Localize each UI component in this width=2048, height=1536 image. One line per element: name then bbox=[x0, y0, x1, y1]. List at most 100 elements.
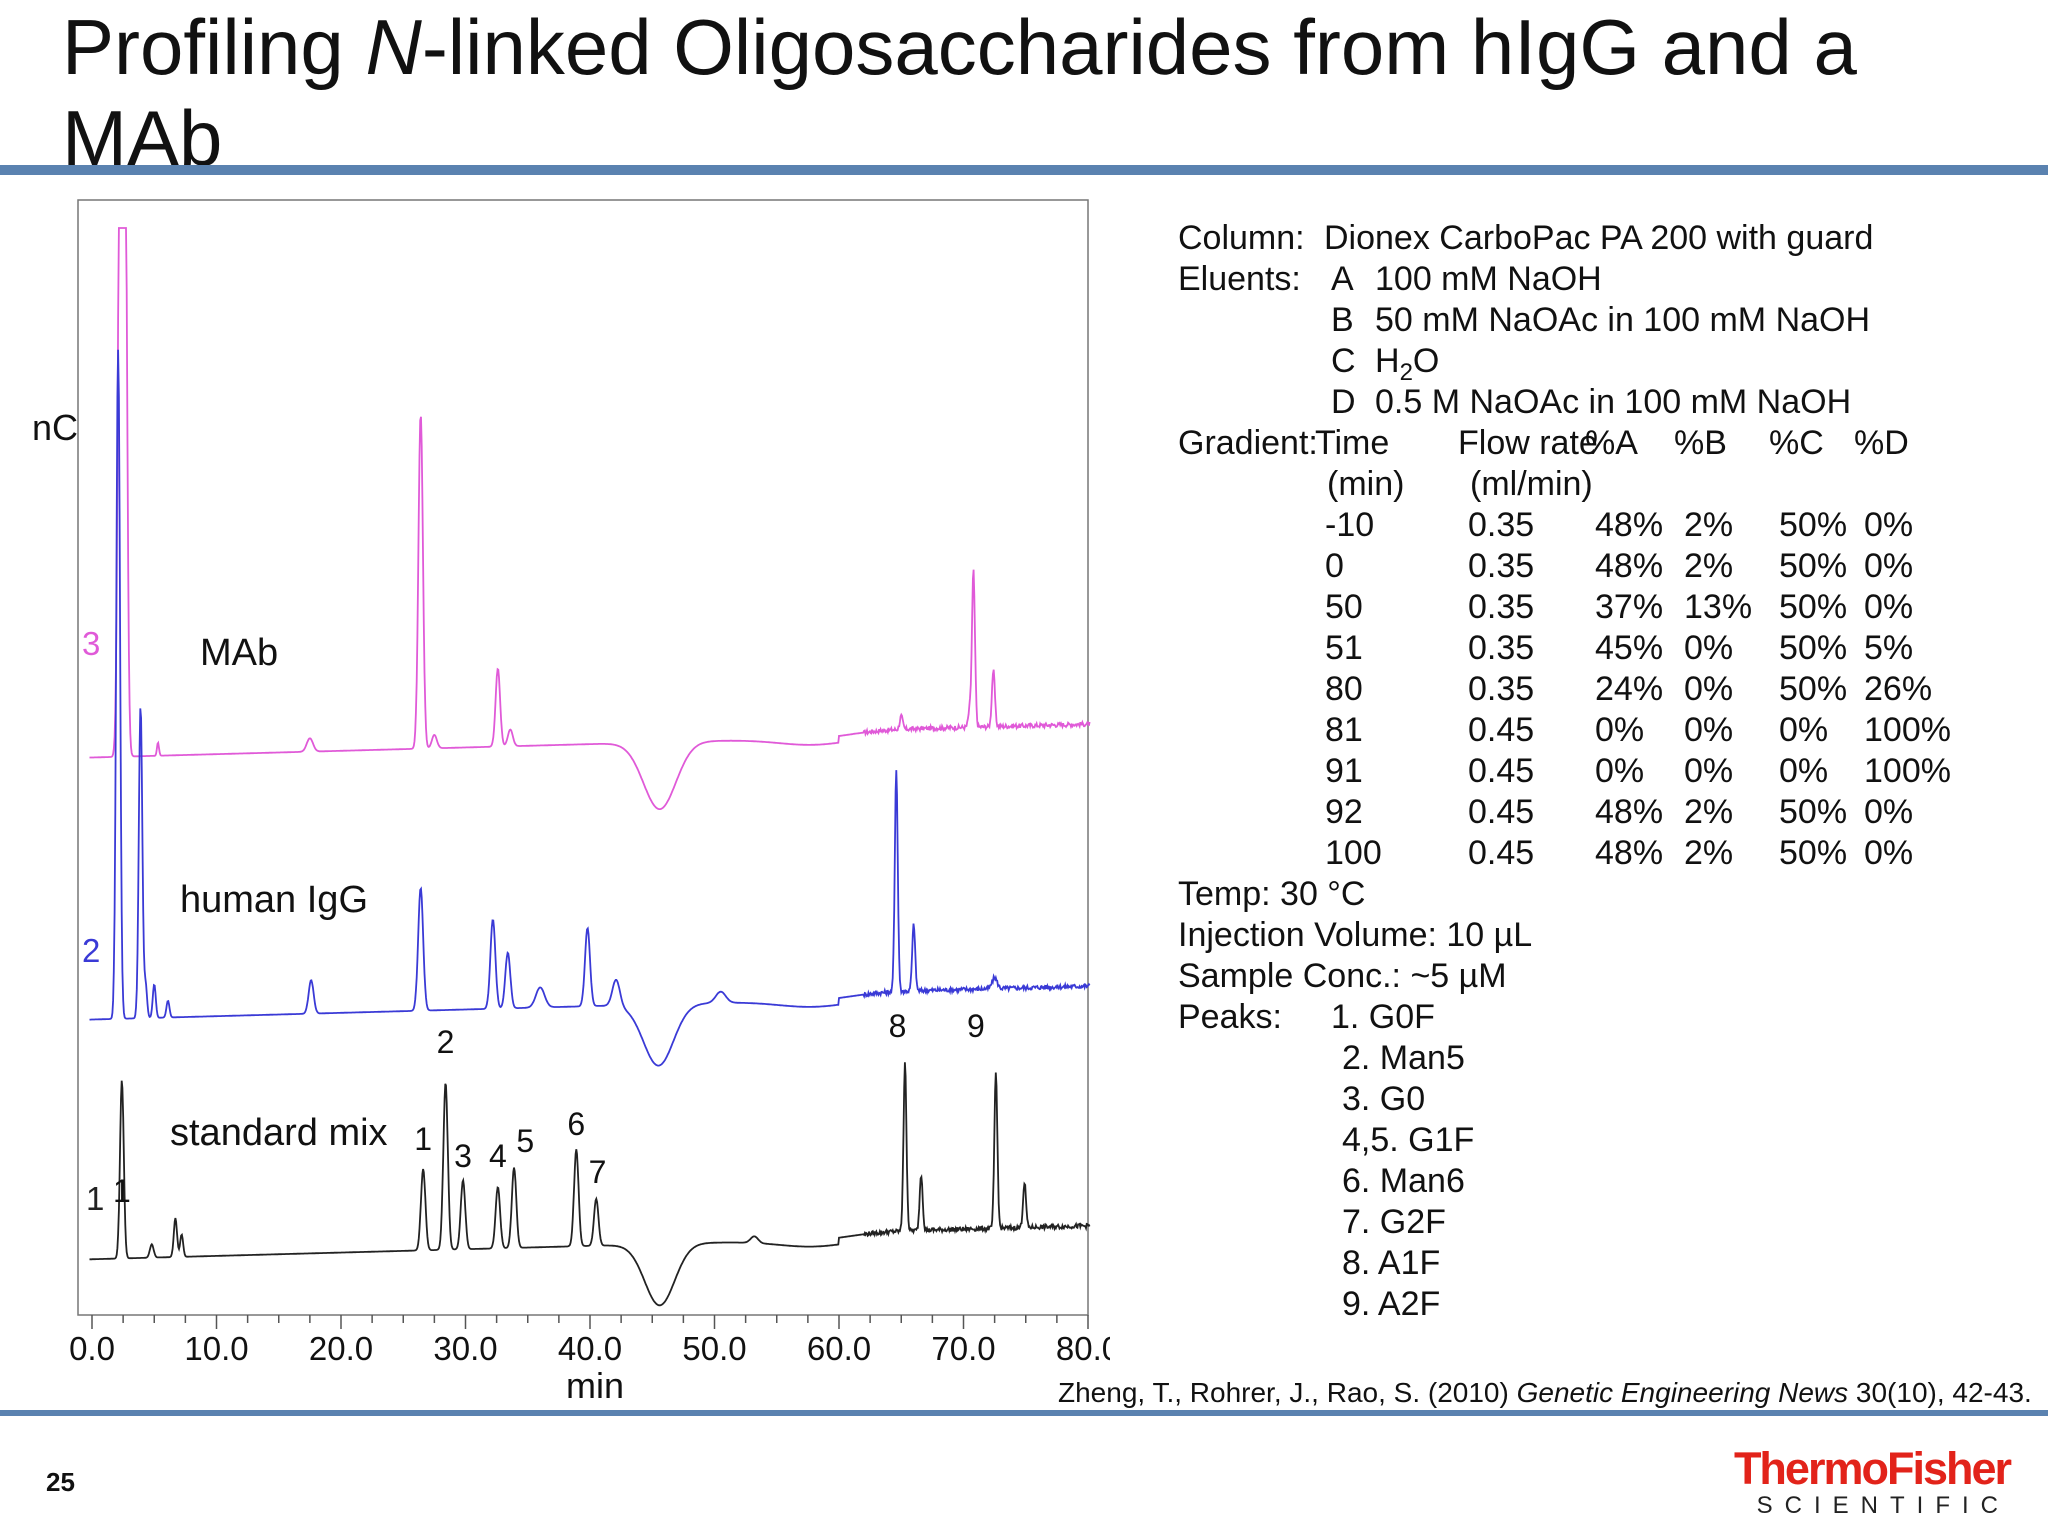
gradient-cell: 50% bbox=[1779, 547, 1848, 585]
gradient-label: Gradient: bbox=[1178, 424, 1318, 462]
panel-row: B 50 mM NaOAc in 100 mM NaOH bbox=[1178, 300, 1998, 341]
page-number: 25 bbox=[46, 1467, 75, 1497]
panel-row: 92 0.45 48% 2% 50% 0% bbox=[1178, 792, 1998, 833]
gradient-cell: 0% bbox=[1864, 506, 1914, 544]
eluents-label: Eluents: bbox=[1178, 260, 1301, 298]
gradient-header: %D bbox=[1854, 424, 1909, 462]
gradient-cell: 48% bbox=[1595, 506, 1664, 544]
gradient-cell: 2% bbox=[1684, 834, 1734, 872]
gradient-cell: 91 bbox=[1325, 752, 1363, 790]
gradient-cell: 0.35 bbox=[1468, 670, 1535, 708]
x-tick-label: 0.0 bbox=[69, 1330, 115, 1367]
panel-row: 81 0.45 0% 0% 0% 100% bbox=[1178, 710, 1998, 751]
trace-mab bbox=[89, 227, 1091, 810]
x-tick-label: 40.0 bbox=[558, 1330, 622, 1367]
gradient-cell: 0% bbox=[1684, 711, 1734, 749]
peak-entry: 1. G0F bbox=[1331, 998, 1435, 1036]
logo-top-text: ThermoFisher bbox=[1733, 1443, 2012, 1494]
plot-frame bbox=[77, 199, 1089, 1316]
gradient-cell: 50% bbox=[1779, 506, 1848, 544]
eluent-value: 50 mM NaOAc in 100 mM NaOH bbox=[1375, 301, 1871, 339]
gradient-cell: 0.35 bbox=[1468, 547, 1535, 585]
gradient-cell: 37% bbox=[1595, 588, 1664, 626]
trace-name: human IgG bbox=[180, 879, 368, 921]
panel-row: 0 0.35 48% 2% 50% 0% bbox=[1178, 546, 1998, 587]
gradient-cell: 2% bbox=[1684, 547, 1734, 585]
trace-name: MAb bbox=[200, 632, 278, 674]
panel-row: Sample Conc.: ~5 µM bbox=[1178, 956, 1998, 997]
gradient-cell: 0.35 bbox=[1468, 506, 1535, 544]
gradient-cell: 5% bbox=[1864, 629, 1914, 667]
peak-label: 7 bbox=[589, 1154, 607, 1190]
peak-label: 3 bbox=[454, 1138, 472, 1174]
gradient-cell: 50% bbox=[1779, 670, 1848, 708]
page-title: Profiling N-linked Oligosaccharides from… bbox=[62, 2, 2022, 184]
panel-row: 9. A2F bbox=[1178, 1284, 1998, 1325]
column-value: Dionex CarboPac PA 200 with guard bbox=[1324, 219, 1874, 257]
peak-entry: 6. Man6 bbox=[1342, 1162, 1465, 1200]
eluent-key: B bbox=[1331, 301, 1354, 339]
peak-label: 5 bbox=[516, 1123, 534, 1159]
gradient-unit: (ml/min) bbox=[1470, 465, 1593, 503]
conditions-panel: Column: Dionex CarboPac PA 200 with guard… bbox=[1178, 218, 1998, 1325]
gradient-cell: -10 bbox=[1325, 506, 1375, 544]
x-tick-label: 80.0 bbox=[1056, 1330, 1110, 1367]
gradient-cell: 0.45 bbox=[1468, 752, 1535, 790]
gradient-cell: 2% bbox=[1684, 793, 1734, 831]
trace-name: standard mix bbox=[170, 1112, 388, 1154]
panel-row: 50 0.35 37% 13% 50% 0% bbox=[1178, 587, 1998, 628]
peak-label: 4 bbox=[489, 1138, 507, 1174]
title-italic: N bbox=[365, 3, 422, 91]
gradient-cell: 0.45 bbox=[1468, 793, 1535, 831]
panel-row: -10 0.35 48% 2% 50% 0% bbox=[1178, 505, 1998, 546]
logo-bottom-text: SCIENTIFIC bbox=[1756, 1492, 2010, 1519]
bottom-rule bbox=[0, 1410, 2048, 1416]
eluent-value: 0.5 M NaOAc in 100 mM NaOH bbox=[1375, 383, 1852, 421]
panel-row: Column: Dionex CarboPac PA 200 with guard bbox=[1178, 218, 1998, 259]
gradient-cell: 51 bbox=[1325, 629, 1363, 667]
gradient-cell: 48% bbox=[1595, 547, 1664, 585]
x-tick-label: 10.0 bbox=[184, 1330, 248, 1367]
eluent-key: D bbox=[1331, 383, 1356, 421]
peaks-label: Peaks: bbox=[1178, 998, 1282, 1036]
gradient-cell: 100% bbox=[1864, 711, 1951, 749]
peak-label: 1 bbox=[414, 1121, 432, 1157]
trace-number: 1 bbox=[86, 1180, 104, 1217]
gradient-cell: 45% bbox=[1595, 629, 1664, 667]
trace-human-igg bbox=[89, 349, 1091, 1067]
panel-row: Temp: 30 °C bbox=[1178, 874, 1998, 915]
gradient-cell: 26% bbox=[1864, 670, 1933, 708]
panel-row: Injection Volume: 10 µL bbox=[1178, 915, 1998, 956]
thermo-fisher-logo: ThermoFisher SCIENTIFIC bbox=[1720, 1443, 2012, 1520]
gradient-cell: 48% bbox=[1595, 834, 1664, 872]
gradient-cell: 24% bbox=[1595, 670, 1664, 708]
peak-entry: 8. A1F bbox=[1342, 1244, 1441, 1282]
gradient-cell: 50% bbox=[1779, 834, 1848, 872]
gradient-cell: 0% bbox=[1684, 670, 1734, 708]
panel-row: 4,5. G1F bbox=[1178, 1120, 1998, 1161]
panel-row: Peaks: 1. G0F bbox=[1178, 997, 1998, 1038]
x-tick-label: 70.0 bbox=[931, 1330, 995, 1367]
title-post: -linked Oligosaccharides from hIgG and a… bbox=[62, 3, 1857, 182]
panel-row: (min) (ml/min) bbox=[1178, 464, 1998, 505]
gradient-cell: 0.45 bbox=[1468, 834, 1535, 872]
citation: Zheng, T., Rohrer, J., Rao, S. (2010) Ge… bbox=[1058, 1377, 2032, 1409]
x-tick-label: 60.0 bbox=[807, 1330, 871, 1367]
gradient-cell: 80 bbox=[1325, 670, 1363, 708]
gradient-header: Time bbox=[1315, 424, 1390, 462]
panel-row: 7. G2F bbox=[1178, 1202, 1998, 1243]
gradient-cell: 50% bbox=[1779, 629, 1848, 667]
panel-row: Eluents: A 100 mM NaOH bbox=[1178, 259, 1998, 300]
gradient-cell: 48% bbox=[1595, 793, 1664, 831]
gradient-cell: 0% bbox=[1684, 752, 1734, 790]
top-rule bbox=[0, 165, 2048, 175]
gradient-cell: 81 bbox=[1325, 711, 1363, 749]
gradient-cell: 0.35 bbox=[1468, 629, 1535, 667]
panel-row: C H2O bbox=[1178, 341, 1998, 386]
peak-entry: 2. Man5 bbox=[1342, 1039, 1465, 1077]
y-axis-label: nC bbox=[32, 407, 78, 448]
panel-row: 80 0.35 24% 0% 50% 26% bbox=[1178, 669, 1998, 710]
gradient-cell: 0% bbox=[1864, 793, 1914, 831]
gradient-cell: 0.45 bbox=[1468, 711, 1535, 749]
panel-row: 8. A1F bbox=[1178, 1243, 1998, 1284]
